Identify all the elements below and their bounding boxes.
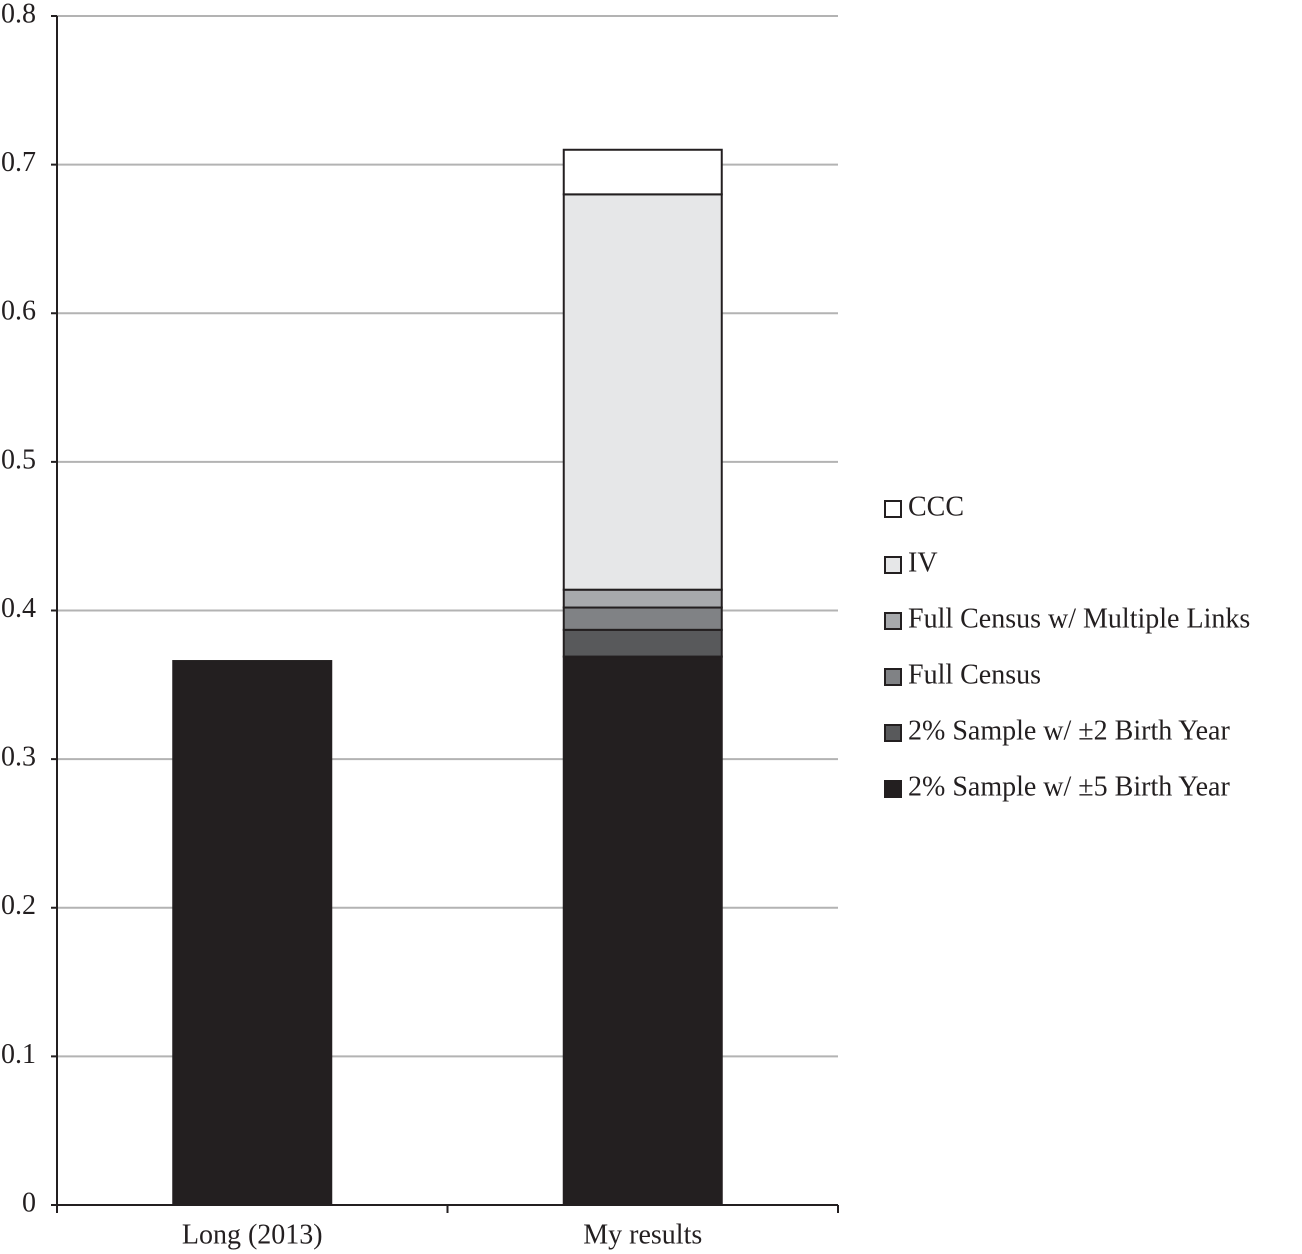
bar-segment xyxy=(562,655,723,1206)
y-tick-label: 0.1 xyxy=(1,1039,36,1070)
y-tick-label: 0.6 xyxy=(1,296,36,327)
y-tick-label: 0.7 xyxy=(1,147,36,178)
bar-segment xyxy=(562,628,723,658)
legend-swatch xyxy=(884,724,902,742)
x-tick-label: My results xyxy=(583,1219,702,1250)
y-tick-label: 0.8 xyxy=(1,0,36,29)
legend-swatch xyxy=(884,500,902,518)
bar-segment xyxy=(562,588,723,609)
legend-swatch xyxy=(884,780,902,798)
bar-segment xyxy=(562,193,723,591)
legend-label: IV xyxy=(908,547,938,578)
legend-swatch xyxy=(884,612,902,630)
y-tick-label: 0.2 xyxy=(1,890,36,921)
y-tick-label: 0.3 xyxy=(1,742,36,773)
legend-label: Full Census w/ Multiple Links xyxy=(908,603,1250,634)
bar-segment xyxy=(562,148,723,196)
x-tick-label: Long (2013) xyxy=(182,1219,323,1250)
legend-swatch xyxy=(884,668,902,686)
y-tick-label: 0 xyxy=(22,1187,36,1218)
bar-segment xyxy=(562,606,723,631)
y-tick-label: 0.4 xyxy=(1,593,36,624)
legend-label: 2% Sample w/ ±2 Birth Year xyxy=(908,715,1230,746)
bar-segment xyxy=(172,660,333,1206)
legend-label: CCC xyxy=(908,491,964,522)
legend-label: 2% Sample w/ ±5 Birth Year xyxy=(908,771,1230,802)
legend-label: Full Census xyxy=(908,659,1041,690)
legend-swatch xyxy=(884,556,902,574)
y-tick-label: 0.5 xyxy=(1,444,36,475)
